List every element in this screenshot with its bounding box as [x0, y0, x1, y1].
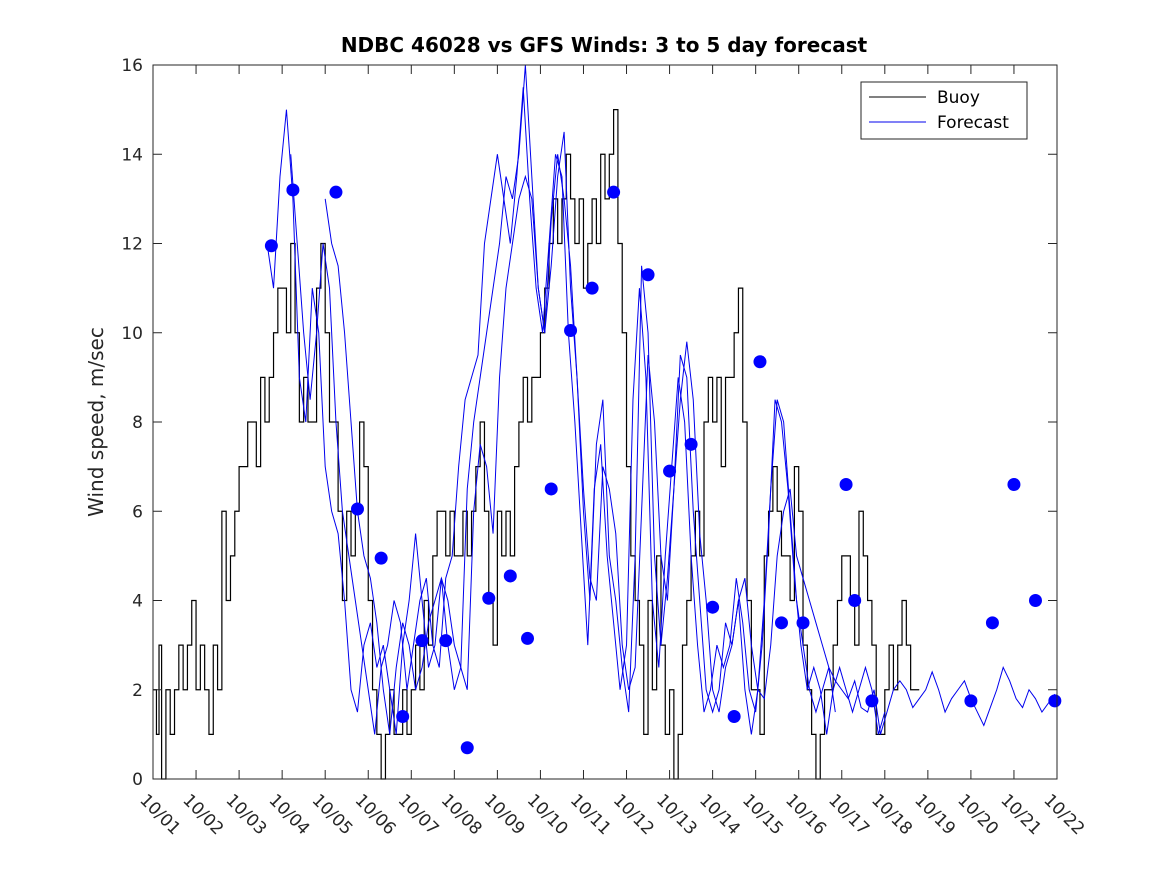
buoy-series-line [153, 109, 920, 780]
forecast-point-marker [607, 185, 621, 199]
forecast-point-marker [727, 710, 741, 724]
y-tick-label: 14 [121, 145, 143, 165]
forecast-series-line-3 [324, 154, 1056, 735]
y-axis-label: Wind speed, m/sec [84, 327, 108, 517]
legend-label-buoy: Buoy [937, 88, 980, 108]
y-tick-label: 4 [132, 592, 143, 612]
forecast-series-line-1 [266, 64, 836, 735]
forecast-point-marker [482, 591, 496, 605]
legend: Buoy Forecast [860, 81, 1028, 140]
forecast-point-marker [439, 634, 453, 648]
forecast-point-marker [374, 551, 388, 565]
forecast-point-marker [641, 268, 655, 282]
forecast-point-marker [503, 569, 517, 583]
forecast-point-marker [684, 437, 698, 451]
forecast-point-marker [264, 239, 278, 253]
series-layer [153, 64, 1056, 780]
forecast-point-marker [964, 694, 978, 708]
forecast-point-marker [663, 464, 677, 478]
forecast-point-marker [564, 324, 578, 338]
forecast-point-marker [544, 482, 558, 496]
y-tick-label: 12 [121, 235, 143, 255]
forecast-point-marker [415, 634, 429, 648]
plot-area: 024681012141610/0110/0210/0310/0410/0510… [121, 56, 1088, 839]
forecast-point-marker [585, 281, 599, 295]
forecast-point-marker [1028, 594, 1042, 607]
forecast-point-marker [460, 741, 474, 755]
chart-title: NDBC 46028 vs GFS Winds: 3 to 5 day fore… [341, 33, 868, 57]
forecast-point-marker [753, 355, 767, 369]
forecast-point-marker [839, 477, 853, 491]
forecast-point-marker [985, 616, 999, 630]
forecast-point-marker [521, 631, 535, 645]
forecast-point-marker [329, 185, 343, 199]
y-tick-label: 6 [132, 502, 143, 522]
forecast-point-marker [396, 710, 410, 724]
forecast-point-marker [706, 600, 720, 614]
forecast-point-marker [774, 616, 788, 630]
legend-box [860, 81, 1028, 140]
forecast-point-marker [286, 183, 300, 197]
y-tick-label: 16 [121, 56, 143, 76]
forecast-point-marker [350, 502, 364, 516]
forecast-point-marker [1007, 477, 1021, 491]
y-tick-label: 0 [132, 770, 143, 790]
legend-label-forecast: Forecast [937, 113, 1009, 133]
marker-layer [264, 183, 1062, 755]
forecast-point-marker [1048, 694, 1062, 708]
forecast-point-marker [865, 694, 879, 708]
y-tick-label: 8 [132, 413, 143, 433]
y-tick-label: 2 [132, 681, 143, 701]
forecast-series-line-2 [290, 87, 886, 735]
forecast-point-marker [796, 616, 810, 630]
forecast-point-marker [848, 594, 862, 607]
y-tick-label: 10 [121, 324, 143, 344]
